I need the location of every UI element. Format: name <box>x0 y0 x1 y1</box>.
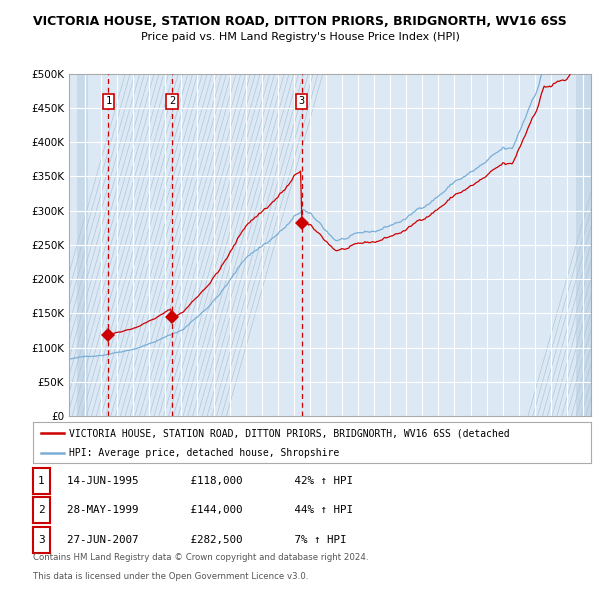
Text: 14-JUN-1995        £118,000        42% ↑ HPI: 14-JUN-1995 £118,000 42% ↑ HPI <box>54 476 353 486</box>
Text: 2: 2 <box>169 96 175 106</box>
Text: 27-JUN-2007        £282,500        7% ↑ HPI: 27-JUN-2007 £282,500 7% ↑ HPI <box>54 535 347 545</box>
Text: Contains HM Land Registry data © Crown copyright and database right 2024.: Contains HM Land Registry data © Crown c… <box>33 553 368 562</box>
Text: This data is licensed under the Open Government Licence v3.0.: This data is licensed under the Open Gov… <box>33 572 308 581</box>
Bar <box>576 74 591 416</box>
Text: VICTORIA HOUSE, STATION ROAD, DITTON PRIORS, BRIDGNORTH, WV16 6SS: VICTORIA HOUSE, STATION ROAD, DITTON PRI… <box>33 15 567 28</box>
Text: Price paid vs. HM Land Registry's House Price Index (HPI): Price paid vs. HM Land Registry's House … <box>140 32 460 42</box>
Text: 28-MAY-1999        £144,000        44% ↑ HPI: 28-MAY-1999 £144,000 44% ↑ HPI <box>54 506 353 515</box>
Text: 2: 2 <box>38 506 45 515</box>
Text: 1: 1 <box>105 96 112 106</box>
Text: VICTORIA HOUSE, STATION ROAD, DITTON PRIORS, BRIDGNORTH, WV16 6SS (detached: VICTORIA HOUSE, STATION ROAD, DITTON PRI… <box>69 428 510 438</box>
Text: 1: 1 <box>38 476 45 486</box>
Bar <box>77 74 88 416</box>
Text: HPI: Average price, detached house, Shropshire: HPI: Average price, detached house, Shro… <box>69 448 340 458</box>
Text: 3: 3 <box>299 96 305 106</box>
Text: 3: 3 <box>38 535 45 545</box>
